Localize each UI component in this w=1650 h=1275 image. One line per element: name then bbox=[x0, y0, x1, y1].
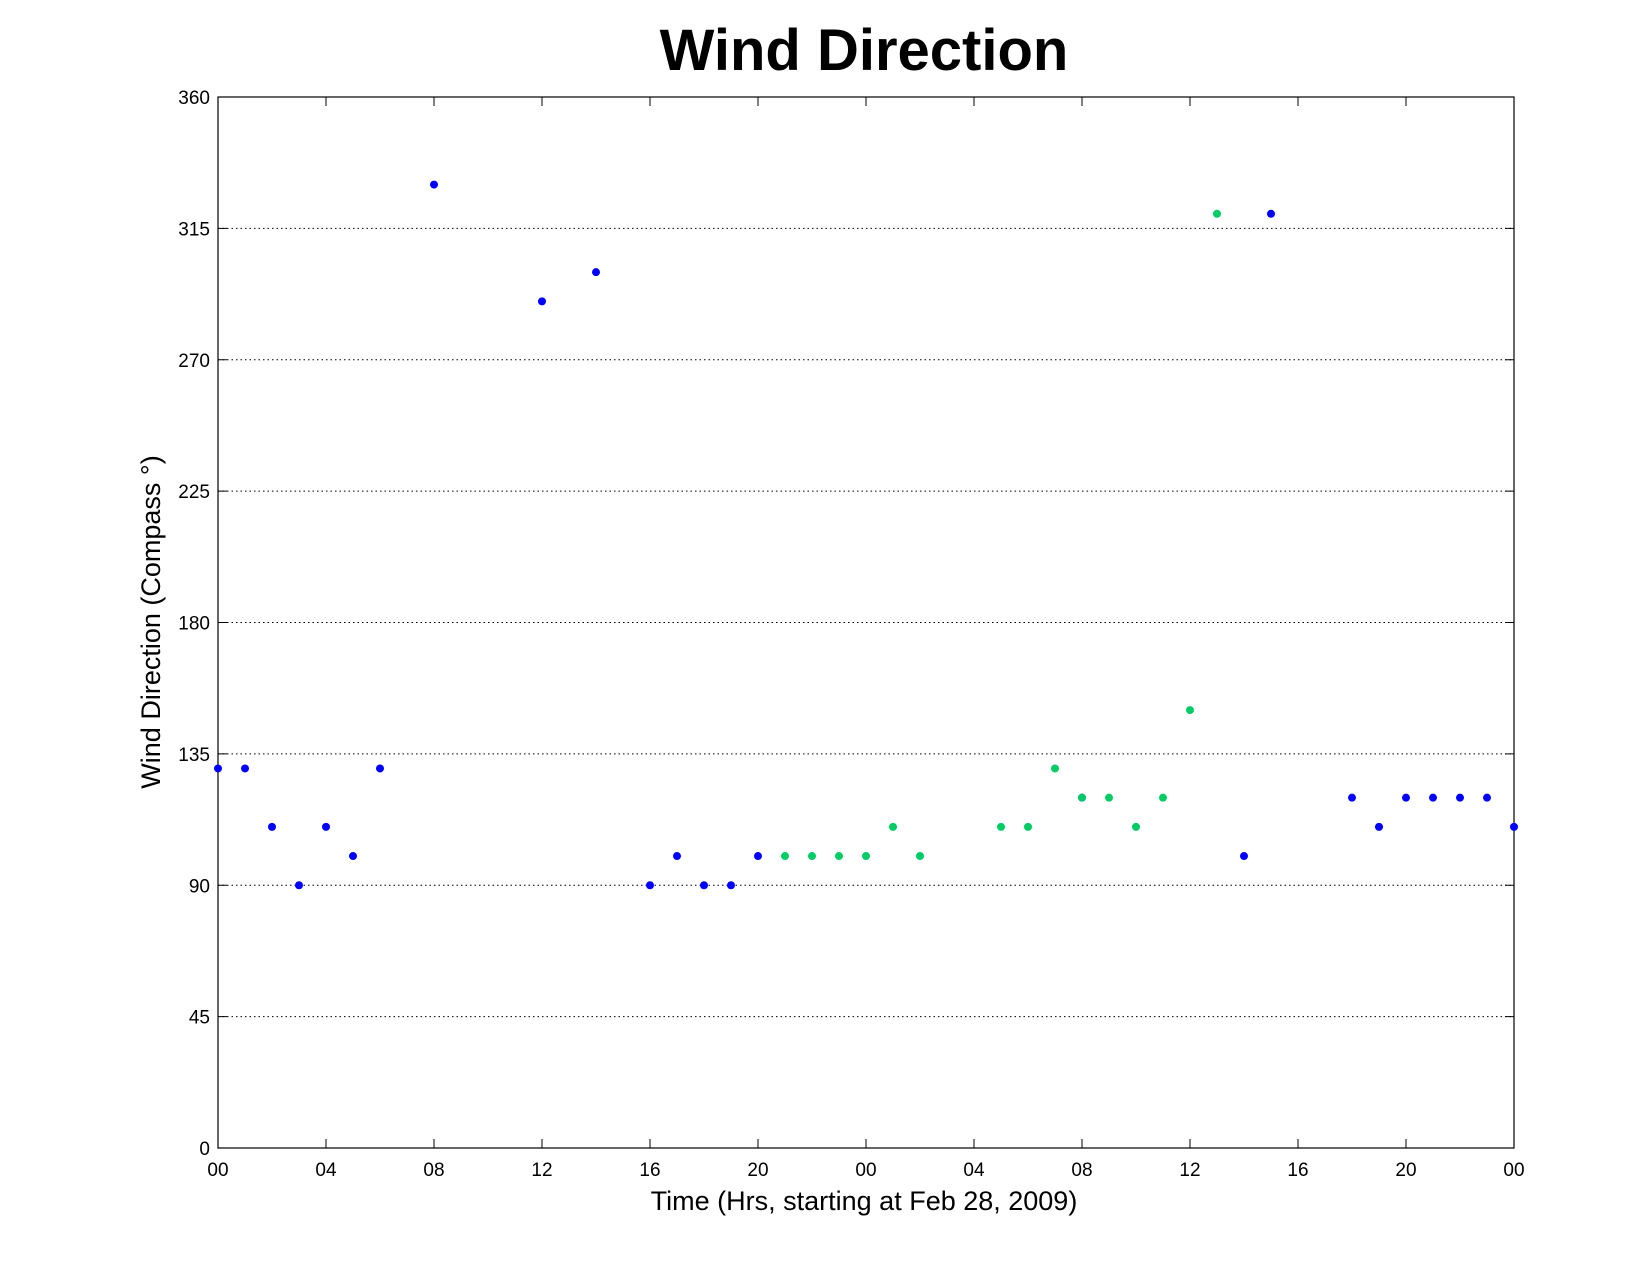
data-point-series-1 bbox=[1483, 793, 1491, 802]
y-tick-label: 360 bbox=[178, 88, 210, 109]
x-tick-label: 00 bbox=[207, 1160, 228, 1181]
y-tick-label: 180 bbox=[178, 614, 210, 635]
data-points bbox=[214, 180, 1518, 890]
x-tick-label: 20 bbox=[747, 1160, 768, 1181]
data-point-series-2 bbox=[835, 852, 843, 861]
x-tick-label: 08 bbox=[423, 1160, 444, 1181]
y-axis-label: Wind Direction (Compass °) bbox=[136, 455, 166, 788]
x-axis-label: Time (Hrs, starting at Feb 28, 2009) bbox=[651, 1186, 1078, 1216]
y-tick-label: 45 bbox=[189, 1008, 210, 1029]
data-point-series-1 bbox=[268, 822, 276, 831]
x-tick-label: 04 bbox=[963, 1160, 985, 1181]
x-tick-label: 20 bbox=[1395, 1160, 1416, 1181]
data-point-series-1 bbox=[1456, 793, 1464, 802]
data-point-series-1 bbox=[1348, 793, 1356, 802]
x-tick-label: 12 bbox=[531, 1160, 552, 1181]
y-tick-label: 225 bbox=[178, 482, 210, 503]
data-point-series-2 bbox=[1051, 764, 1059, 773]
data-point-series-2 bbox=[916, 852, 924, 861]
data-point-series-2 bbox=[1105, 793, 1113, 802]
x-tick-label: 16 bbox=[1287, 1160, 1308, 1181]
axis-ticks: 0 45 90 135 180 225 270 315 360 00 04 08 12 16 20 00 04 0… bbox=[178, 88, 1524, 1181]
x-tick-label: 16 bbox=[639, 1160, 660, 1181]
data-point-series-1 bbox=[349, 852, 357, 861]
data-point-series-1 bbox=[241, 764, 249, 773]
data-point-series-1 bbox=[538, 297, 546, 306]
x-tick-label: 08 bbox=[1071, 1160, 1092, 1181]
grid-lines bbox=[218, 227, 1514, 1018]
data-point-series-2 bbox=[997, 822, 1005, 831]
data-point-series-1 bbox=[1510, 822, 1518, 831]
y-tick-label: 270 bbox=[178, 351, 210, 372]
data-point-series-1 bbox=[1240, 852, 1248, 861]
data-point-series-1 bbox=[214, 764, 222, 773]
data-point-series-2 bbox=[889, 822, 897, 831]
x-tick-label: 00 bbox=[855, 1160, 876, 1181]
data-point-series-1 bbox=[1402, 793, 1410, 802]
data-point-series-1 bbox=[295, 881, 303, 890]
chart-title: Wind Direction bbox=[660, 18, 1069, 83]
data-point-series-2 bbox=[1213, 209, 1221, 218]
data-point-series-2 bbox=[1159, 793, 1167, 802]
x-tick-label: 12 bbox=[1179, 1160, 1200, 1181]
data-point-series-1 bbox=[700, 881, 708, 890]
data-point-series-2 bbox=[808, 852, 816, 861]
x-tick-label: 04 bbox=[315, 1160, 337, 1181]
y-tick-label: 315 bbox=[178, 219, 210, 240]
y-tick-label: 0 bbox=[199, 1139, 210, 1160]
data-point-series-1 bbox=[322, 822, 330, 831]
data-point-series-1 bbox=[1267, 209, 1275, 218]
data-point-series-1 bbox=[646, 881, 654, 890]
data-point-series-2 bbox=[1132, 822, 1140, 831]
y-tick-label: 90 bbox=[189, 876, 210, 897]
data-point-series-2 bbox=[1186, 706, 1194, 715]
data-point-series-1 bbox=[673, 852, 681, 861]
data-point-series-2 bbox=[862, 852, 870, 861]
data-point-series-2 bbox=[1024, 822, 1032, 831]
data-point-series-1 bbox=[1375, 822, 1383, 831]
data-point-series-1 bbox=[430, 180, 438, 189]
data-point-series-2 bbox=[1078, 793, 1086, 802]
data-point-series-1 bbox=[376, 764, 384, 773]
data-point-series-1 bbox=[727, 881, 735, 890]
data-point-series-1 bbox=[754, 852, 762, 861]
x-tick-label: 00 bbox=[1503, 1160, 1524, 1181]
y-tick-label: 135 bbox=[178, 745, 210, 766]
data-point-series-1 bbox=[592, 268, 600, 277]
data-point-series-2 bbox=[781, 852, 789, 861]
data-point-series-1 bbox=[1429, 793, 1437, 802]
